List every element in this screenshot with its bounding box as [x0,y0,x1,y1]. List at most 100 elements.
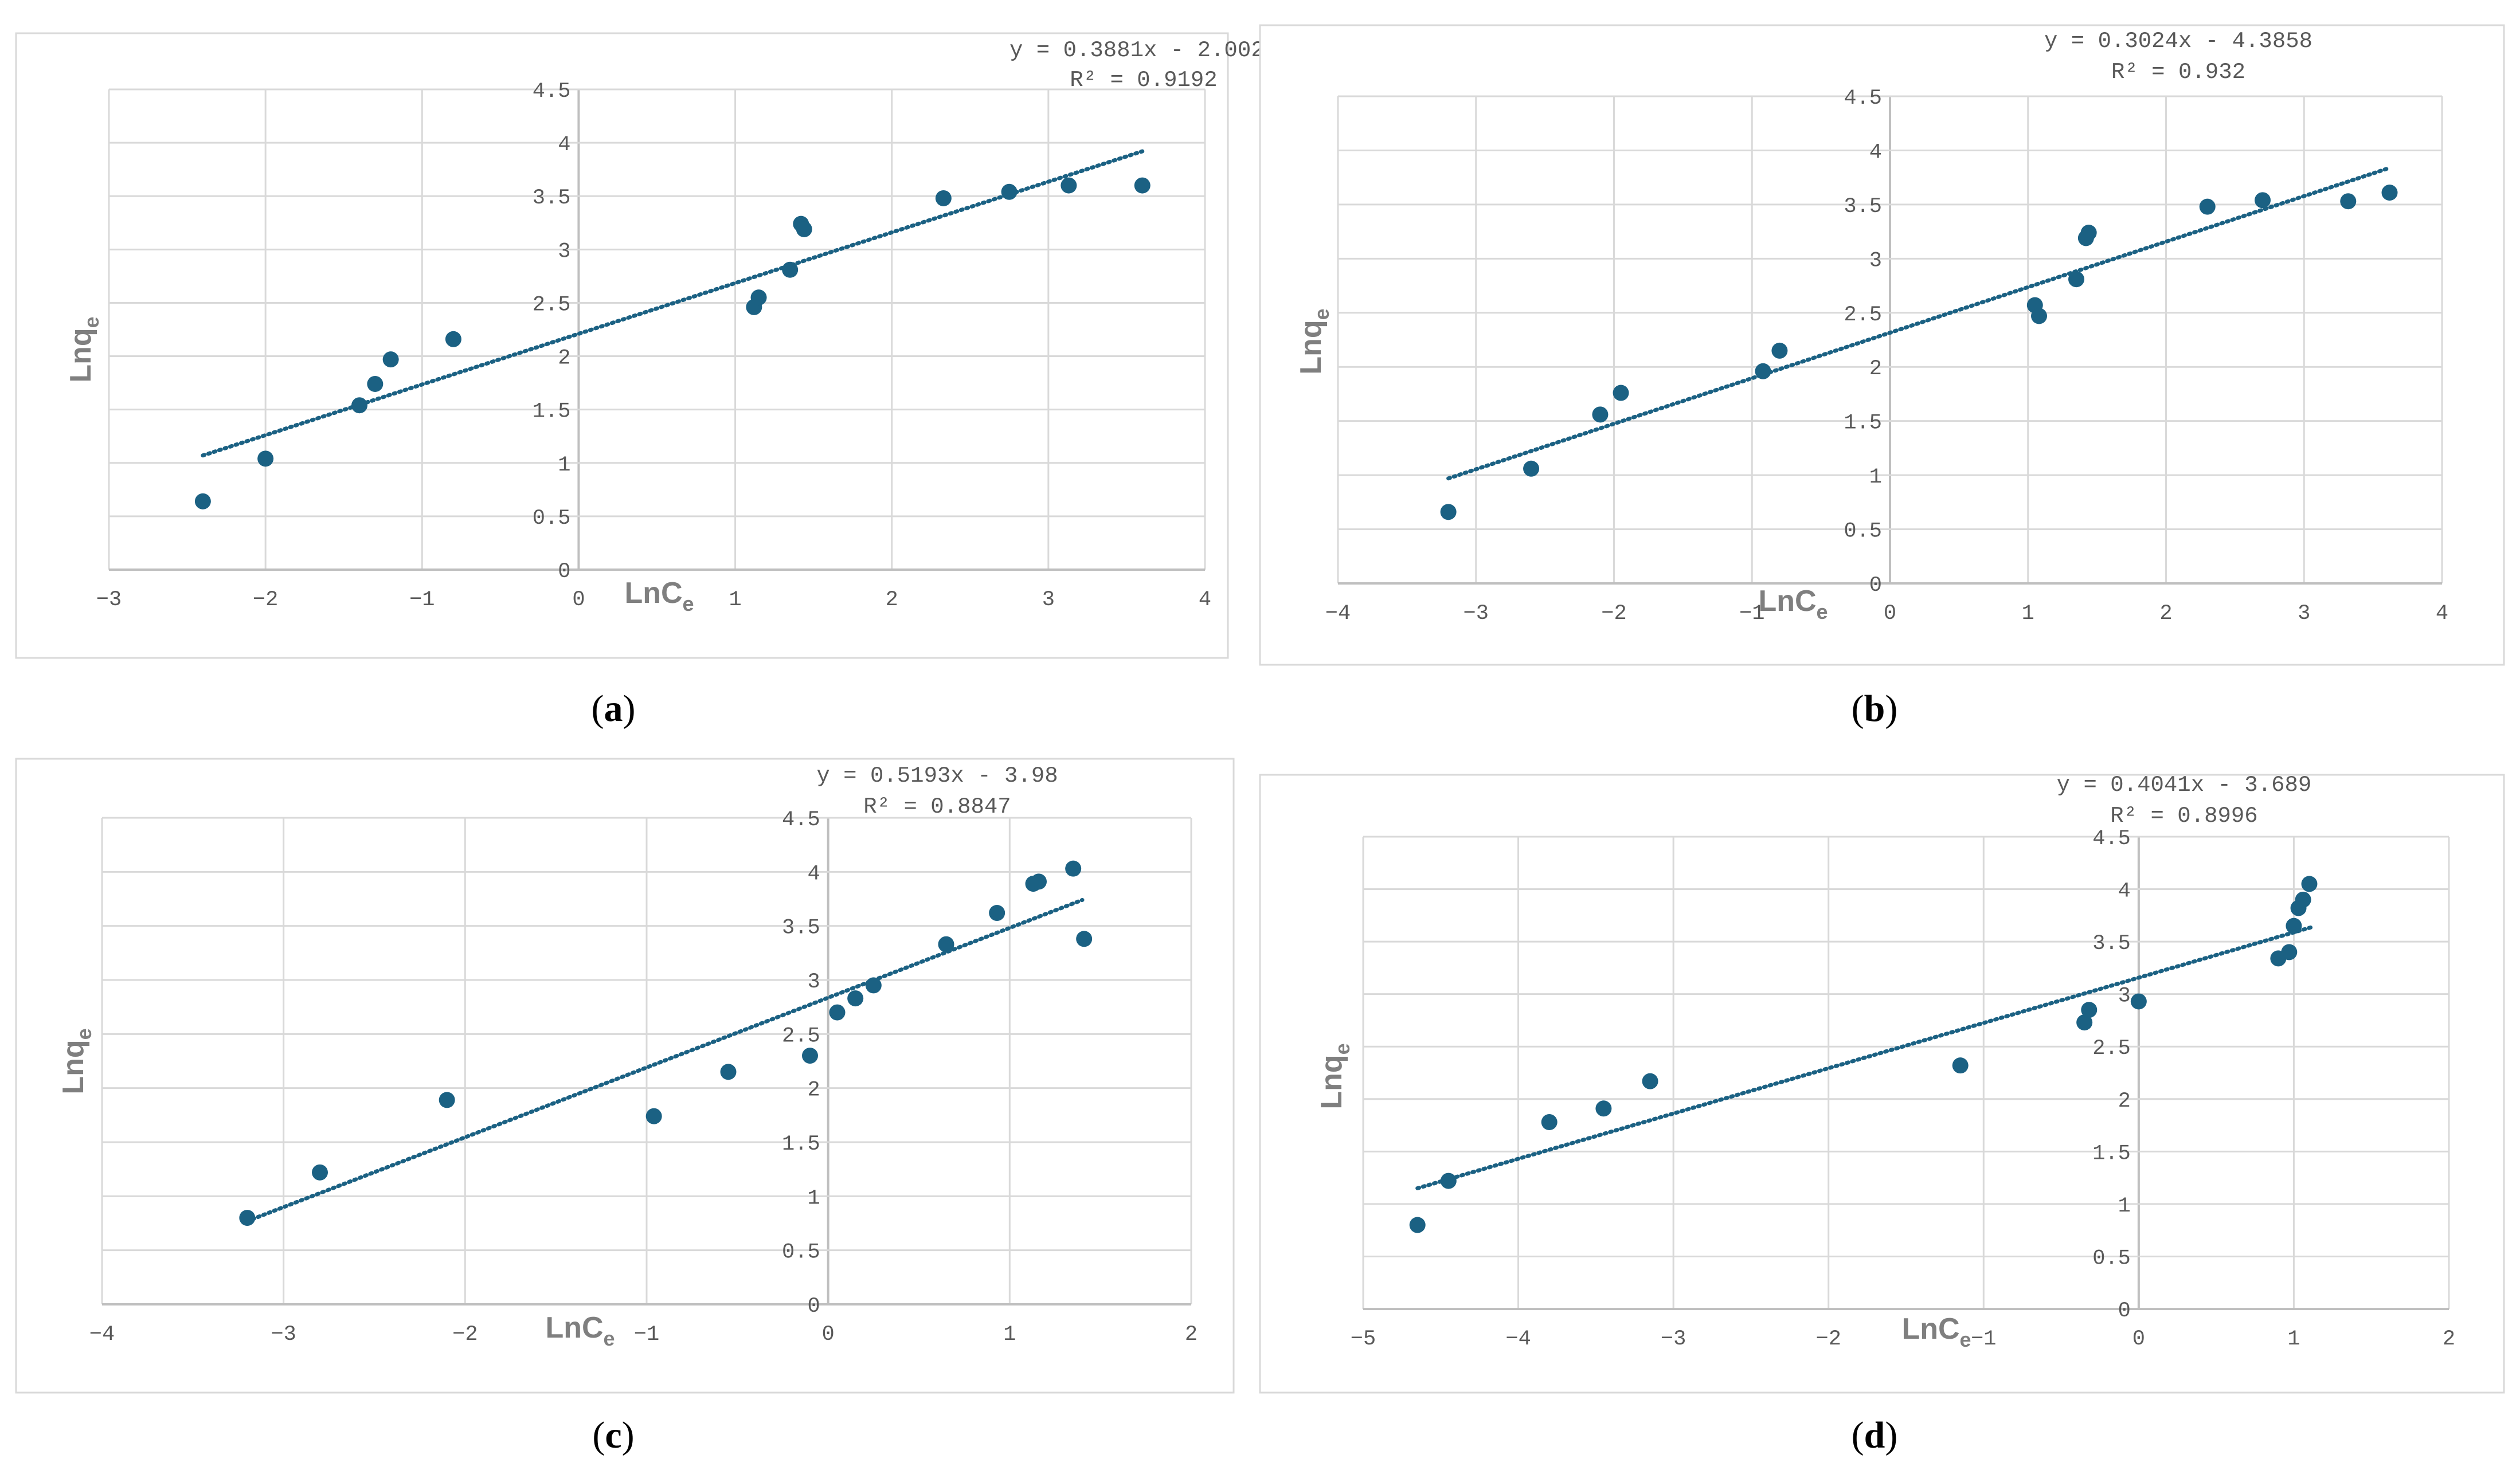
y-tick-label: 3.5 [533,186,571,210]
x-tick-label: −1 [1739,602,1764,626]
y-tick-label: 4 [558,133,570,157]
data-point [720,1064,737,1080]
x-axis-label: LnCe [1901,1312,1971,1351]
y-tick-label: 1.5 [782,1132,820,1156]
x-tick-label: 2 [2159,602,2172,626]
data-point [2130,993,2147,1010]
data-point [1065,860,1082,877]
y-tick-label: 1 [1869,465,1882,489]
panel-b: 0 0.5 1 1.5 2 2.5 3 3.5 4 4.5 −4 −3 −2 −1 0 1 2 3 4 y = 0.3… [1259,24,2505,730]
data-point [935,190,952,206]
y-tick-label: 0.5 [782,1241,820,1265]
chart-frame [1259,24,2505,666]
y-tick-label: 4 [2118,880,2131,904]
y-tick-label: 1 [2118,1194,2131,1218]
y-tick-label: 4.5 [2092,827,2131,851]
y-tick-label: 3.5 [782,916,820,940]
panel-d: 0 0.5 1 1.5 2 2.5 3 3.5 4 4.5 −5 −4 −3 −2 −1 0 1 2 y = 0.4… [1259,773,2505,1456]
r-squared: R² = 0.8847 [863,794,1011,820]
chart-frame [15,32,1229,659]
data-point [1541,1114,1558,1131]
panel-caption: (c) [592,1414,634,1456]
r-squared: R² = 0.9192 [1070,68,1217,93]
y-tick-label: 0 [1869,574,1882,598]
y-tick-label: 2 [807,1079,820,1103]
trend-equation: y = 0.5193x - 3.98 [816,763,1058,789]
x-tick-label: −2 [1816,1327,1841,1351]
data-point [1440,1173,1457,1189]
x-tick-label: −5 [1351,1327,1376,1351]
y-tick-label: 1.5 [2092,1142,2131,1166]
data-point [865,977,882,994]
data-point [367,375,384,392]
data-point [2068,271,2085,288]
chart-frame [1259,774,2505,1394]
panel-c: 0 0.5 1 1.5 2 2.5 3 3.5 4 4.5 −4 −3 −2 −1 0 1 2 y = 0.519… [15,758,1235,1456]
y-tick-label: 4.5 [1844,87,1882,111]
data-point [2286,918,2302,934]
data-point [2295,891,2311,908]
y-tick-label: 1 [807,1186,820,1210]
data-point [2081,1002,2098,1018]
y-tick-label: 2.5 [1844,303,1882,327]
data-point [1523,460,1540,477]
x-tick-label: −2 [253,588,278,612]
panel-caption: (b) [1852,688,1898,730]
y-tick-label: 3.5 [2092,932,2131,956]
y-tick-label: 2 [2118,1089,2131,1114]
y-tick-label: 0 [807,1295,820,1319]
data-point [847,990,864,1007]
trendline [1415,924,2315,1190]
x-tick-label: −4 [1325,602,1351,626]
y-tick-label: 3.5 [1844,195,1882,219]
data-point [1001,183,1018,200]
y-tick-label: 1.5 [1844,411,1882,436]
data-point [829,1004,846,1021]
data-point [194,493,211,509]
data-point [938,936,954,952]
y-tick-label: 0.5 [1844,520,1882,544]
x-tick-label: −1 [409,588,435,612]
trend-equation: y = 0.4041x - 3.689 [2057,773,2312,798]
y-tick-label: 1.5 [533,400,571,424]
x-tick-label: 3 [1042,588,1055,612]
x-tick-label: 1 [2287,1327,2300,1351]
r-squared: R² = 0.8996 [2110,803,2257,829]
data-point [750,289,767,306]
y-tick-label: 3 [558,240,570,264]
data-point [1076,931,1093,947]
x-tick-label: −2 [452,1323,478,1347]
x-tick-label: −3 [1464,602,1489,626]
data-point [1409,1217,1426,1233]
data-point [351,397,368,414]
y-tick-label: 3 [807,970,820,994]
y-tick-label: 2 [1869,357,1882,381]
data-point [239,1210,256,1226]
data-point [989,905,1005,922]
x-tick-label: 1 [1003,1323,1016,1347]
data-point [1592,406,1609,423]
data-point [1771,342,1788,359]
x-tick-label: 2 [886,588,898,612]
y-tick-label: 2.5 [533,293,571,317]
data-point [2076,1014,2093,1031]
y-tick-label: 0.5 [533,507,571,531]
data-point [1440,504,1457,520]
y-tick-label: 4.5 [782,808,820,832]
y-tick-label: 2 [558,347,570,371]
x-tick-label: 2 [2443,1327,2455,1351]
trendline [1446,167,2389,481]
x-axis-label: LnCe [624,577,694,615]
data-point [382,351,399,368]
y-tick-label: 4.5 [533,80,571,104]
y-tick-label: 3 [1869,249,1882,273]
data-point [312,1164,328,1181]
y-tick-label: 2.5 [782,1024,820,1048]
data-point [1061,177,1077,194]
x-tick-label: −3 [271,1323,296,1347]
y-tick-label: 1 [558,453,570,477]
y-tick-label: 0 [558,560,570,584]
data-point [796,221,812,237]
x-tick-label: 1 [729,588,741,612]
